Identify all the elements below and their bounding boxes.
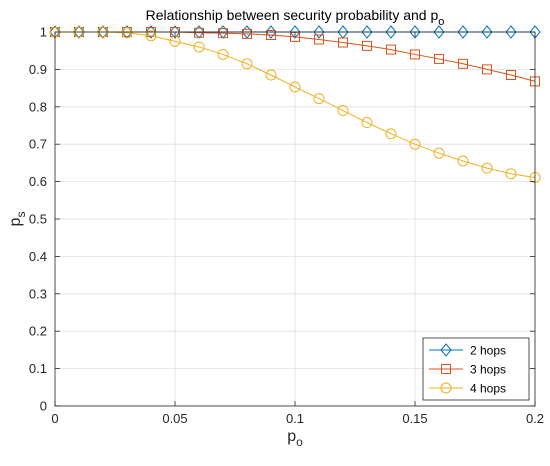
legend-item: 3 hops [429, 363, 506, 377]
data-point [457, 155, 469, 167]
data-point [289, 25, 301, 39]
data-point [314, 34, 324, 45]
legend-item: 2 hops [429, 343, 506, 358]
data-point [434, 53, 444, 64]
x-axis-label-subscript: o [296, 435, 303, 449]
y-tick-label: 0.4 [29, 249, 47, 264]
data-point [241, 58, 253, 70]
data-point [409, 25, 421, 39]
data-point [458, 58, 468, 69]
data-point [289, 81, 301, 93]
data-point [169, 25, 181, 39]
legend-marker [440, 343, 452, 357]
x-axis-label: po [287, 428, 303, 449]
legend-item: 4 hops [429, 382, 506, 396]
data-point [481, 25, 493, 39]
data-point [265, 69, 277, 81]
legend-label: 2 hops [470, 344, 506, 358]
data-point [481, 162, 493, 174]
data-point [266, 29, 276, 40]
data-point [145, 30, 157, 42]
series-line [55, 31, 536, 178]
legend: 2 hops 3 hops 4 hops [422, 337, 530, 401]
data-point [433, 25, 445, 39]
data-point [433, 147, 445, 159]
y-tick-label: 0.7 [29, 137, 47, 152]
x-axis-label-main: p [287, 428, 296, 445]
y-tick-label: 0.9 [29, 62, 47, 77]
axes: 0 0.05 0.1 0.15 0.2 0 0.1 0.2 0.3 0.4 0.5 0.6 0.7 0.8… [29, 25, 544, 427]
x-tick-label: 0.2 [526, 411, 544, 426]
data-point [409, 138, 421, 150]
data-point [506, 70, 516, 81]
data-point [121, 27, 133, 39]
chart-title-subscript: o [438, 16, 444, 28]
data-point [337, 105, 349, 117]
data-point [193, 41, 205, 53]
y-tick-label: 0.6 [29, 174, 47, 189]
chart-title: Relationship between security probabilit… [146, 7, 445, 28]
data-point [313, 25, 325, 39]
x-tick-label: 0 [51, 411, 58, 426]
legend-label: 4 hops [470, 382, 506, 396]
y-tick-label: 0.5 [29, 212, 47, 227]
data-point [482, 64, 492, 75]
legend-marker [440, 382, 452, 394]
data-point [457, 25, 469, 39]
data-point [73, 25, 85, 39]
legend-marker [441, 364, 451, 374]
legend-label: 3 hops [470, 363, 506, 377]
data-point [217, 48, 229, 60]
data-point [361, 25, 373, 39]
y-axis-label: ps [7, 212, 28, 227]
data-point [385, 128, 397, 140]
chart-title-main: Relationship between security probabilit… [146, 7, 439, 23]
data-point [410, 49, 420, 60]
data-point [361, 117, 373, 129]
y-tick-label: 0.1 [29, 361, 47, 376]
x-tick-label: 0.1 [286, 411, 304, 426]
data-point [194, 27, 204, 38]
y-axis-label-subscript: s [14, 212, 28, 218]
y-tick-label: 1 [40, 25, 47, 40]
y-tick-label: 0.2 [29, 324, 47, 339]
data-point [193, 25, 205, 39]
x-tick-label: 0.15 [402, 411, 427, 426]
data-point [362, 40, 372, 51]
x-tick-label: 0.05 [162, 411, 187, 426]
data-point [97, 25, 109, 39]
data-point [505, 168, 517, 180]
y-tick-label: 0.3 [29, 286, 47, 301]
data-point [386, 44, 396, 55]
data-point [218, 28, 228, 39]
data-point [505, 25, 517, 39]
data-point [242, 28, 252, 39]
data-point [338, 37, 348, 48]
data-point [313, 93, 325, 105]
data-point [145, 25, 157, 39]
data-point [385, 25, 397, 39]
y-axis-label-main: p [7, 217, 24, 226]
y-tick-label: 0.8 [29, 99, 47, 114]
y-tick-label: 0 [40, 399, 47, 414]
